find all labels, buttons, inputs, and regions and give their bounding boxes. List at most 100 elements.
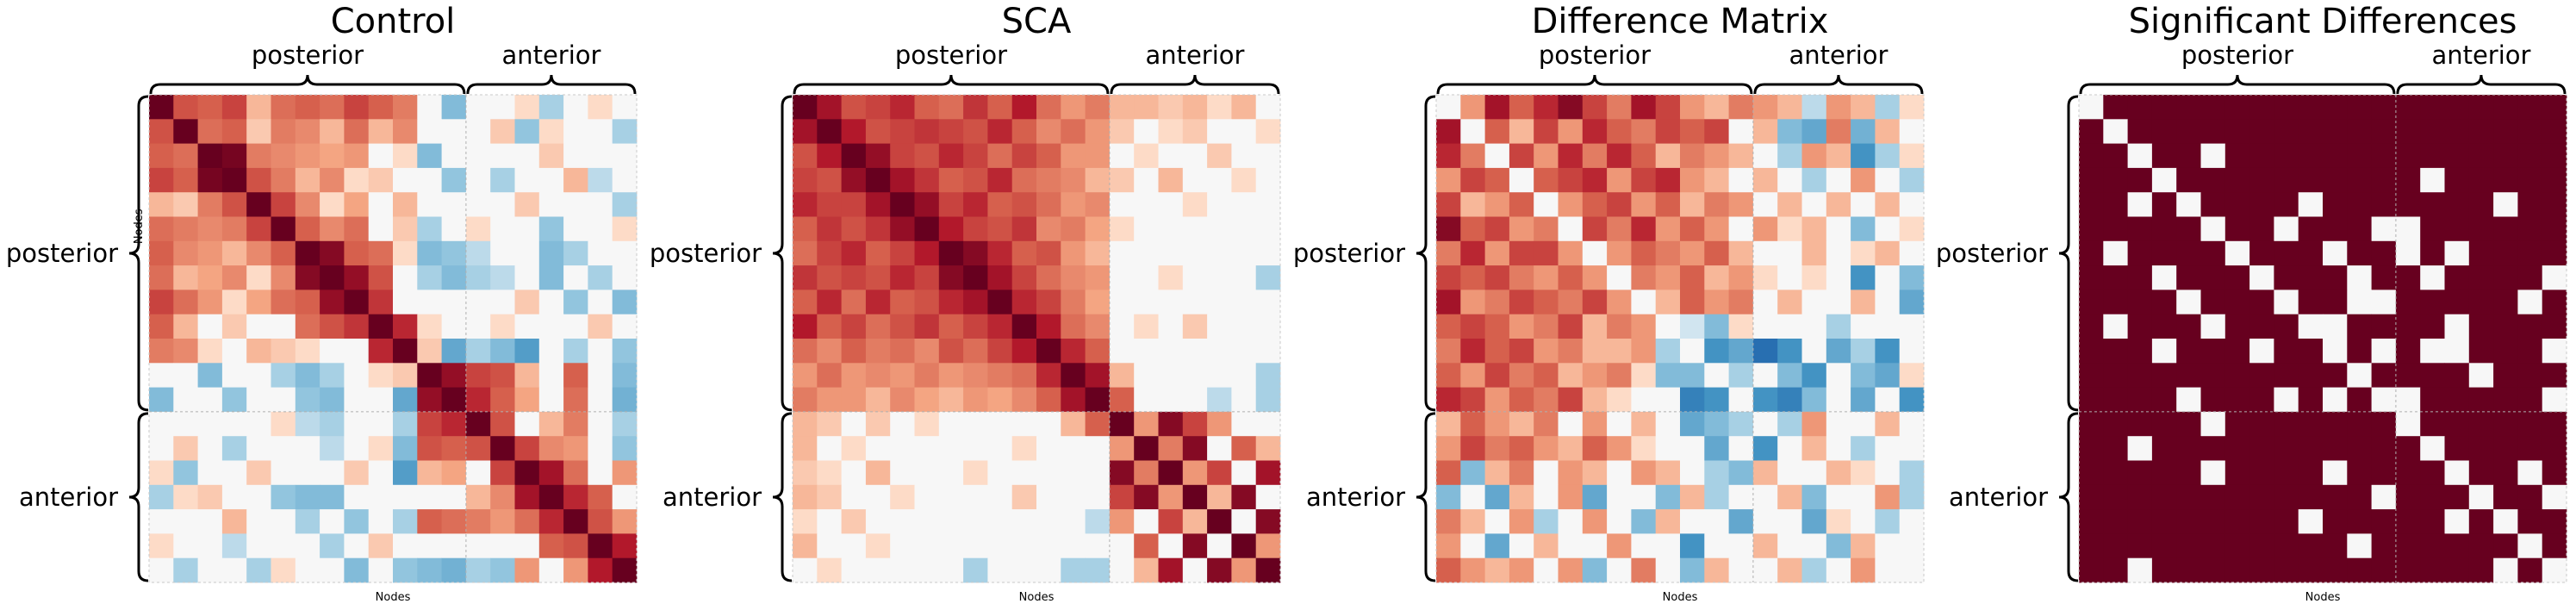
heatmap-cell (1255, 95, 1281, 120)
heatmap-cell (2468, 216, 2494, 242)
heatmap-cell (1484, 216, 1510, 242)
heatmap-cell (1631, 484, 1657, 510)
heatmap-cell (271, 119, 296, 144)
heatmap-cell (793, 119, 818, 144)
heatmap-cell (563, 387, 588, 413)
heatmap-cell (1704, 436, 1729, 461)
heatmap-cell (2079, 509, 2104, 534)
heatmap-cell (1036, 265, 1061, 290)
heatmap-cell (1704, 289, 1729, 315)
heatmap-cell (938, 192, 964, 217)
heatmap-cell (1851, 387, 1876, 413)
heatmap-cell (490, 557, 515, 583)
heatmap-cell (2103, 387, 2128, 413)
heatmap-cell (465, 119, 491, 144)
heatmap-cell (890, 314, 915, 339)
heatmap-cell (2371, 484, 2397, 510)
heatmap-cell (2347, 460, 2372, 486)
heatmap-cell (2200, 509, 2226, 534)
heatmap-cell (441, 387, 467, 413)
heatmap-cell (344, 557, 370, 583)
heatmap-cell (441, 436, 467, 461)
heatmap-cell (1801, 411, 1827, 437)
heatmap-cell (963, 339, 988, 364)
heatmap-cell (295, 509, 320, 534)
group-brace-left (772, 95, 793, 412)
heatmap-cell (612, 411, 638, 437)
heatmap-cell (2444, 436, 2470, 461)
heatmap-cell (1436, 119, 1461, 144)
heatmap-cell (417, 289, 442, 315)
heatmap-cell (1801, 289, 1827, 315)
heatmap-cell (1036, 192, 1061, 217)
heatmap-cell (2127, 119, 2153, 144)
heatmap-cell (2468, 363, 2494, 388)
heatmap-cell (514, 509, 540, 534)
heatmap-cell (2298, 95, 2324, 120)
heatmap-cell (1680, 289, 1705, 315)
heatmap-cell (1655, 436, 1681, 461)
heatmap-cell (1460, 533, 1485, 559)
heatmap-cell (514, 265, 540, 290)
heatmap-cell (987, 363, 1013, 388)
heatmap-cell (1460, 339, 1485, 364)
heatmap-cell (173, 509, 198, 534)
heatmap-cell (2420, 484, 2445, 510)
heatmap-cell (1777, 436, 1802, 461)
heatmap-cell (538, 289, 564, 315)
heatmap-cell (2542, 289, 2567, 315)
heatmap-cell (1061, 339, 1086, 364)
heatmap-cell (2371, 314, 2397, 339)
heatmap-cell (2224, 509, 2250, 534)
heatmap-cell (1231, 167, 1257, 193)
heatmap-cell (612, 509, 638, 534)
heatmap-cell (1484, 363, 1510, 388)
heatmap-cell (2127, 533, 2153, 559)
group-brace-top (2396, 74, 2567, 95)
heatmap-cell (987, 119, 1013, 144)
heatmap-cell (963, 314, 988, 339)
heatmap-cell (2224, 314, 2250, 339)
heatmap-cell (1558, 557, 1584, 583)
heatmap-cell (490, 436, 515, 461)
heatmap-cell (817, 240, 842, 266)
heatmap-cell (465, 533, 491, 559)
heatmap-cell (817, 411, 842, 437)
heatmap-cell (841, 240, 867, 266)
heatmap-cell (514, 240, 540, 266)
group-brace-top (1110, 74, 1280, 95)
heatmap-cell (538, 509, 564, 534)
heatmap-cell (2200, 363, 2226, 388)
heatmap-cell (246, 339, 271, 364)
heatmap-cell (344, 192, 370, 217)
heatmap-cell (2079, 192, 2104, 217)
heatmap-cell (1207, 363, 1232, 388)
heatmap-cell (2151, 411, 2177, 437)
heatmap-cell (1109, 95, 1135, 120)
heatmap-cell (1582, 460, 1608, 486)
heatmap-cell (246, 533, 271, 559)
heatmap-cell (465, 557, 491, 583)
heatmap-cell (938, 484, 964, 510)
heatmap-cell (1826, 289, 1851, 315)
heatmap-cell (841, 143, 867, 169)
heatmap-cell (1728, 216, 1754, 242)
heatmap-cell (1655, 509, 1681, 534)
heatmap-cell (149, 411, 174, 437)
heatmap-cell (1704, 95, 1729, 120)
heatmap-cell (2298, 484, 2324, 510)
heatmap-cell (1534, 557, 1559, 583)
heatmap-cell (1899, 143, 1925, 169)
heatmap-cell (963, 192, 988, 217)
heatmap-cell (1655, 557, 1681, 583)
heatmap-cell (1801, 436, 1827, 461)
heatmap-cell (2347, 557, 2372, 583)
heatmap-cell (1826, 484, 1851, 510)
heatmap-cell (1036, 167, 1061, 193)
heatmap-cell (1460, 387, 1485, 413)
heatmap-cell (465, 265, 491, 290)
group-label-left: anterior (663, 482, 762, 512)
heatmap-cell (2274, 484, 2299, 510)
heatmap-cell (1109, 240, 1135, 266)
heatmap-cell (2444, 387, 2470, 413)
